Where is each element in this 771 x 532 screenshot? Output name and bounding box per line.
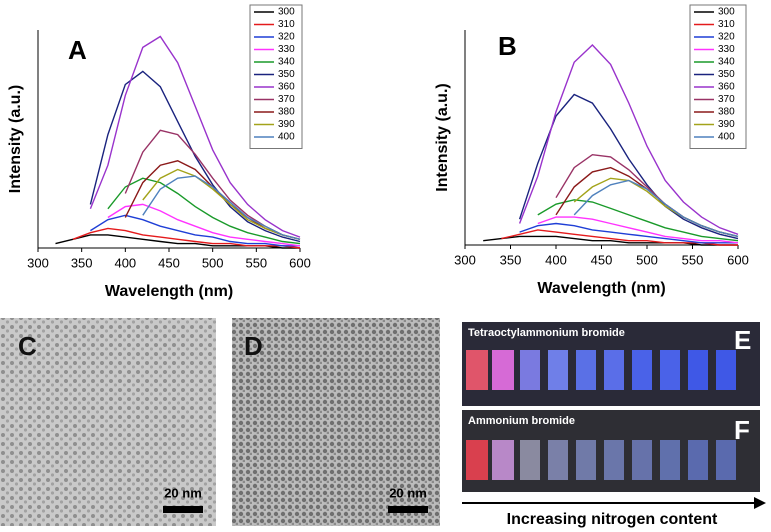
legend-label: 340 [278,57,295,68]
legend-label: 360 [718,82,735,93]
legend-label: 350 [278,69,295,80]
panel-label: F [734,415,750,445]
x-axis-label: Wavelength (nm) [105,283,233,300]
scale-bar [388,506,428,513]
legend-label: 350 [718,69,735,80]
photo-caption: Ammonium bromide [468,415,575,427]
legend-label: 390 [278,119,295,130]
series-line [573,177,739,238]
legend-label: 300 [718,7,735,18]
x-tick-label: 400 [114,255,136,270]
legend-label: 380 [718,107,735,118]
series-line [537,199,739,242]
scale-label: 20 nm [164,485,202,500]
legend-label: 330 [278,44,295,55]
series-line [107,177,301,245]
series-line [142,168,301,240]
legend-label: 400 [278,132,295,143]
x-tick-label: 350 [71,255,93,270]
legend-label: 310 [278,19,295,30]
series-line [483,235,738,246]
series-line [90,214,300,247]
series-line [142,175,301,240]
series-line [573,179,739,238]
legend-label: 300 [278,7,295,18]
tem-image [0,318,216,526]
x-tick-label: 300 [454,252,476,267]
y-axis-label: Intensity (a.u.) [434,83,451,191]
series-line [555,153,739,238]
vials [466,350,736,390]
x-tick-label: 300 [27,255,49,270]
series-line [89,35,301,238]
x-tick-label: 500 [202,255,224,270]
series-line [555,166,739,238]
x-tick-label: 450 [158,255,180,270]
vials [466,440,736,480]
series-line [107,203,301,247]
series-line [519,222,738,244]
y-axis-label: Intensity (a.u.) [7,85,24,193]
x-tick-label: 550 [245,255,267,270]
legend-label: 320 [718,32,735,43]
x-tick-label: 350 [500,252,522,267]
arrow-head [754,497,766,509]
series-line [518,93,739,240]
x-tick-label: 400 [545,252,567,267]
x-tick-label: 600 [727,252,749,267]
series-line [89,70,301,243]
legend-label: 390 [718,119,735,130]
legend-label: 330 [718,44,735,55]
legend-label: 370 [278,94,295,105]
legend-label: 360 [278,82,295,93]
series-line [537,216,739,244]
panel-label: A [68,35,87,65]
x-tick-label: 450 [591,252,613,267]
panel-label: E [734,325,751,355]
legend-label: 380 [278,107,295,118]
panel-label: D [244,331,263,361]
scale-label: 20 nm [389,485,427,500]
series-line [72,227,301,249]
legend-label: 340 [718,57,735,68]
legend-label: 320 [278,32,295,43]
x-tick-label: 600 [289,255,311,270]
series-line [518,44,739,235]
panel-label: B [498,31,517,61]
legend-label: 400 [718,132,735,143]
x-tick-label: 550 [682,252,704,267]
photo-caption: Tetraoctylammonium bromide [468,327,625,339]
series-line [124,160,301,240]
tem-image [232,318,440,526]
x-axis-label: Wavelength (nm) [537,280,665,297]
legend-label: 310 [718,19,735,30]
legend-label: 370 [718,94,735,105]
panel-label: C [18,331,37,361]
x-tick-label: 500 [636,252,658,267]
arrow-label: Increasing nitrogen content [507,511,718,528]
scale-bar [163,506,203,513]
